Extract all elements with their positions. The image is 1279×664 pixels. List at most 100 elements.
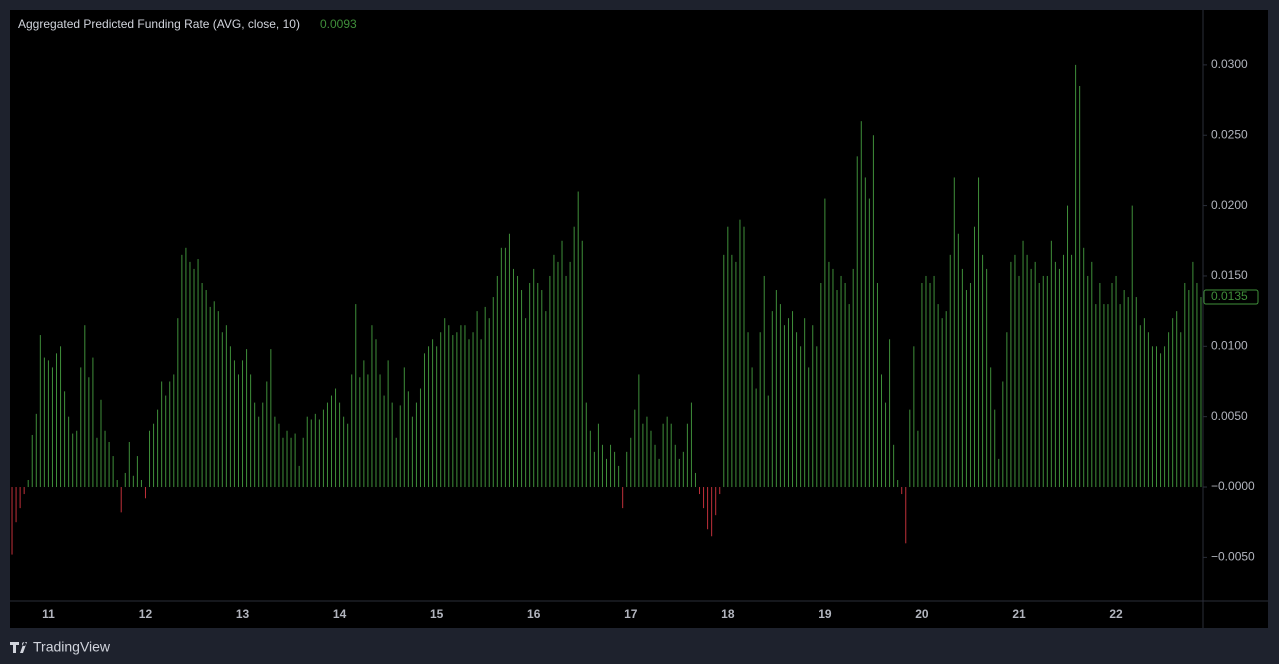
bar xyxy=(642,423,644,488)
bar xyxy=(606,458,607,488)
bar xyxy=(1143,318,1145,488)
bar xyxy=(868,198,870,488)
bar xyxy=(274,416,276,488)
bar xyxy=(395,437,397,488)
bar xyxy=(452,335,454,488)
bar xyxy=(217,311,219,488)
bar xyxy=(185,247,187,488)
bar xyxy=(383,395,385,488)
bar xyxy=(512,268,514,488)
bar xyxy=(783,325,785,488)
bar xyxy=(302,437,304,488)
y-tick-label: 0.0050 xyxy=(1211,409,1248,423)
bar xyxy=(367,374,369,488)
x-tick-label: 17 xyxy=(624,607,638,621)
bar xyxy=(1119,304,1121,488)
bar xyxy=(128,441,130,488)
bar xyxy=(371,325,373,488)
bar xyxy=(573,226,575,488)
y-tick-label: 0.0100 xyxy=(1211,338,1248,352)
bar xyxy=(921,282,923,488)
bar xyxy=(816,346,818,488)
bar xyxy=(56,353,58,488)
legend-value: 0.0093 xyxy=(320,17,357,31)
bar xyxy=(51,367,53,488)
bar xyxy=(355,304,357,488)
bar xyxy=(1115,275,1117,488)
bar xyxy=(614,451,616,488)
bar xyxy=(521,290,523,488)
bar xyxy=(100,399,102,488)
bar xyxy=(306,416,308,488)
bar xyxy=(654,444,656,488)
bar xyxy=(880,374,882,488)
bar xyxy=(610,444,612,488)
bar xyxy=(294,433,296,488)
bar xyxy=(658,458,660,488)
bar xyxy=(84,325,86,488)
bar xyxy=(1172,318,1174,488)
bar xyxy=(157,409,159,488)
bar xyxy=(1196,282,1198,488)
bar xyxy=(375,339,377,488)
bar xyxy=(290,437,292,488)
bar xyxy=(88,377,90,488)
bar xyxy=(694,472,696,488)
bar xyxy=(314,413,316,488)
bar xyxy=(464,325,466,488)
bar xyxy=(221,332,223,488)
bar xyxy=(379,374,381,488)
bar xyxy=(347,423,349,488)
bar xyxy=(270,349,272,488)
bar xyxy=(225,325,227,488)
bar xyxy=(759,332,761,488)
bar xyxy=(699,487,701,495)
bar xyxy=(1014,254,1016,488)
bar xyxy=(913,346,915,488)
bar xyxy=(153,423,155,488)
x-tick-label: 16 xyxy=(527,607,541,621)
bar xyxy=(1131,205,1133,488)
bar xyxy=(905,487,907,544)
bar xyxy=(929,282,931,488)
bar xyxy=(545,311,547,488)
bar xyxy=(440,332,442,488)
bar xyxy=(1139,325,1141,488)
bar xyxy=(852,268,854,488)
bar xyxy=(233,360,235,488)
bar xyxy=(149,430,151,488)
bar xyxy=(1083,247,1085,488)
bar xyxy=(549,275,551,488)
bar xyxy=(1135,297,1137,488)
bar xyxy=(751,367,753,488)
bar xyxy=(1026,254,1028,488)
bar xyxy=(1123,290,1125,488)
bar xyxy=(1176,311,1178,488)
bar xyxy=(411,416,413,488)
bar xyxy=(197,259,199,488)
bar xyxy=(711,487,713,537)
brand: TradingView xyxy=(33,639,111,655)
bar xyxy=(646,416,648,488)
bar xyxy=(1006,332,1008,488)
bar xyxy=(719,487,721,495)
bar xyxy=(144,487,146,499)
bar xyxy=(448,325,450,488)
bar xyxy=(205,290,207,488)
bar xyxy=(72,433,74,488)
bar xyxy=(480,339,482,488)
bar xyxy=(246,349,248,488)
bar xyxy=(998,458,1000,488)
bar xyxy=(517,275,519,488)
x-tick-label: 15 xyxy=(430,607,444,621)
bar xyxy=(897,479,899,488)
bar xyxy=(767,395,769,488)
bar xyxy=(925,275,927,488)
bar xyxy=(812,325,814,488)
bar xyxy=(331,395,333,488)
bar xyxy=(359,377,361,488)
bar xyxy=(787,318,789,488)
y-tick-label: 0.0150 xyxy=(1211,268,1248,282)
bar xyxy=(286,430,288,488)
